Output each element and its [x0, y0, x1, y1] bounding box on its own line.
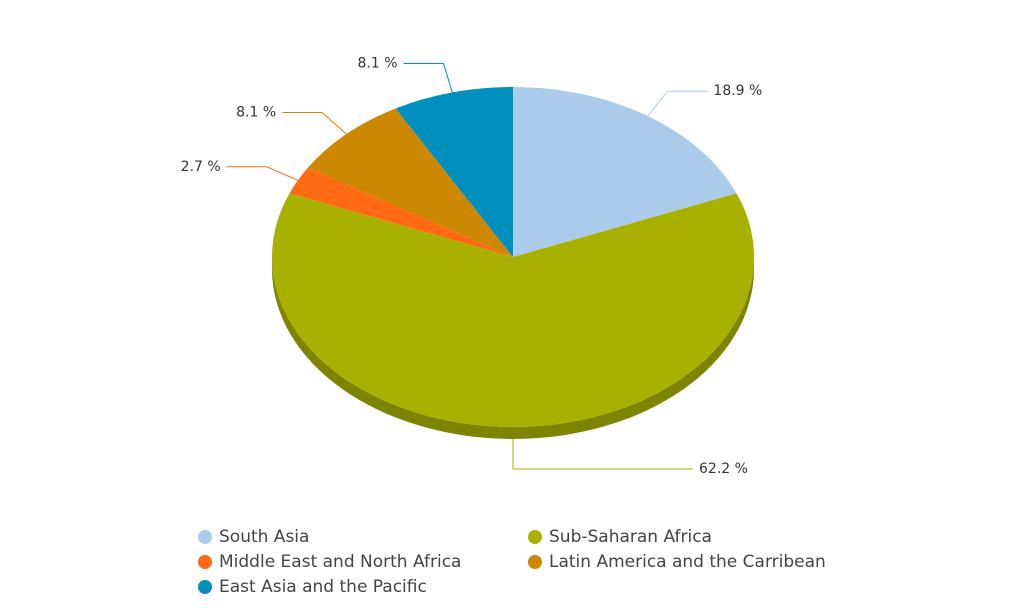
legend-marker	[198, 530, 212, 544]
leader-line	[512, 439, 693, 470]
legend-label: Sub-Saharan Africa	[549, 527, 712, 547]
leader-line	[282, 112, 347, 135]
leader-line	[647, 90, 708, 117]
legend-label: Latin America and the Carribean	[549, 552, 826, 572]
value-label: 18.9 %	[713, 83, 762, 99]
leader-line	[403, 62, 453, 93]
leader-line	[226, 166, 299, 181]
value-label: 62.2 %	[699, 461, 748, 477]
pie-slice	[289, 167, 513, 257]
legend-label: East Asia and the Pacific	[219, 577, 427, 597]
legend-label: Middle East and North Africa	[219, 552, 461, 572]
value-label: 2.7 %	[181, 159, 221, 175]
pie-slice	[307, 108, 513, 257]
pie-slice	[513, 87, 737, 257]
pie-slice	[272, 193, 755, 427]
legend-marker	[528, 555, 542, 569]
value-label: 8.1 %	[357, 55, 397, 71]
pie-slice	[395, 87, 513, 257]
legend-marker	[198, 555, 212, 569]
value-label: 8.1 %	[236, 105, 276, 121]
legend-marker	[198, 580, 212, 594]
legend-marker	[528, 530, 542, 544]
legend-label: South Asia	[219, 527, 309, 547]
